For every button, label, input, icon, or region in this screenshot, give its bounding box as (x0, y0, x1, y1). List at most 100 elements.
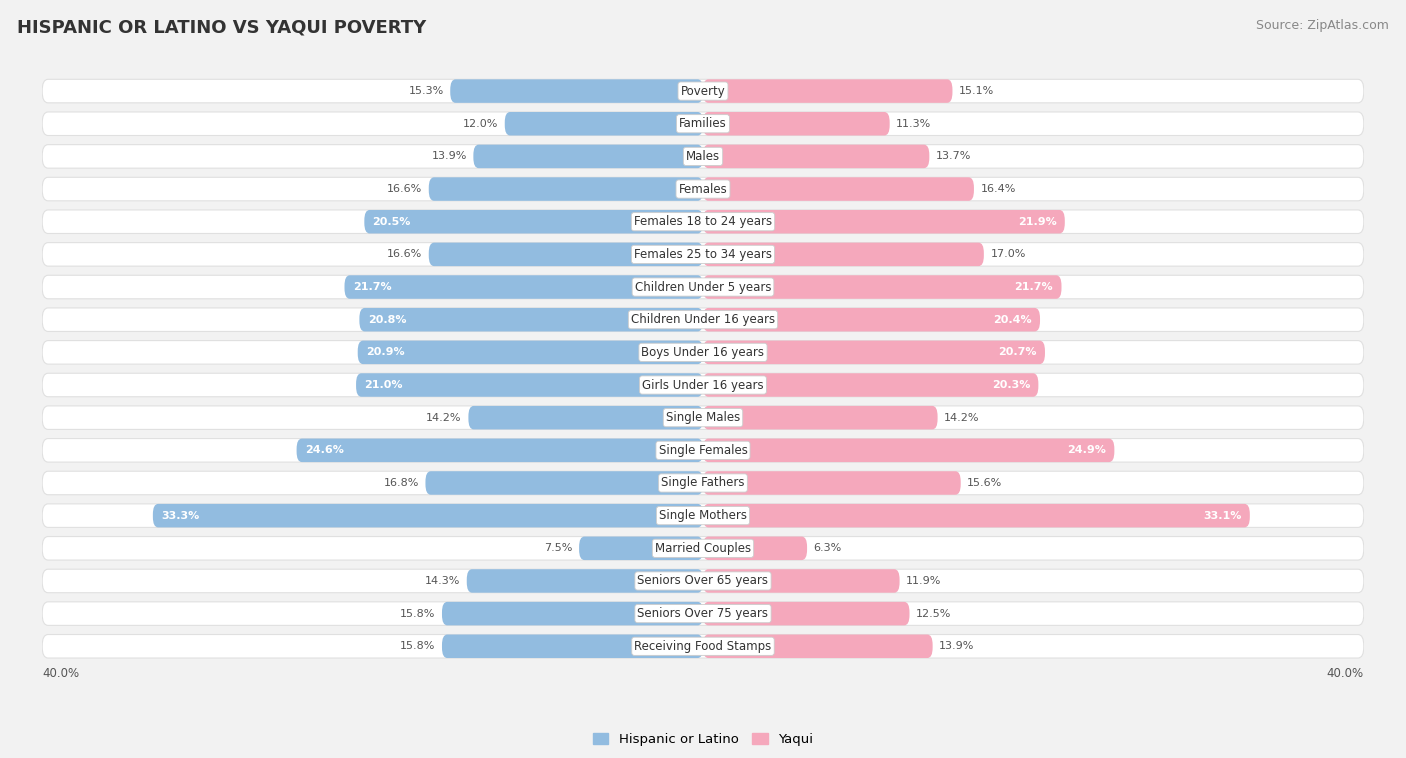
FancyBboxPatch shape (441, 602, 703, 625)
FancyBboxPatch shape (42, 439, 1364, 462)
FancyBboxPatch shape (42, 504, 1364, 528)
Text: 17.0%: 17.0% (990, 249, 1026, 259)
FancyBboxPatch shape (703, 340, 1045, 364)
Text: 24.9%: 24.9% (1067, 445, 1107, 456)
FancyBboxPatch shape (42, 177, 1364, 201)
Text: 12.0%: 12.0% (463, 119, 498, 129)
Text: 16.6%: 16.6% (387, 184, 422, 194)
FancyBboxPatch shape (42, 80, 1364, 103)
Text: 20.3%: 20.3% (991, 380, 1031, 390)
FancyBboxPatch shape (703, 210, 1064, 233)
Text: 15.6%: 15.6% (967, 478, 1002, 488)
FancyBboxPatch shape (441, 634, 703, 658)
FancyBboxPatch shape (42, 602, 1364, 625)
Text: Females 25 to 34 years: Females 25 to 34 years (634, 248, 772, 261)
FancyBboxPatch shape (356, 373, 703, 396)
FancyBboxPatch shape (42, 243, 1364, 266)
Text: 15.3%: 15.3% (408, 86, 444, 96)
Legend: Hispanic or Latino, Yaqui: Hispanic or Latino, Yaqui (592, 733, 814, 746)
FancyBboxPatch shape (360, 308, 703, 331)
FancyBboxPatch shape (467, 569, 703, 593)
FancyBboxPatch shape (357, 340, 703, 364)
Text: 16.8%: 16.8% (384, 478, 419, 488)
FancyBboxPatch shape (505, 112, 703, 136)
Text: 40.0%: 40.0% (1327, 666, 1364, 680)
FancyBboxPatch shape (42, 634, 1364, 658)
FancyBboxPatch shape (703, 439, 1115, 462)
Text: Children Under 16 years: Children Under 16 years (631, 313, 775, 326)
FancyBboxPatch shape (42, 340, 1364, 364)
FancyBboxPatch shape (42, 275, 1364, 299)
Text: Seniors Over 75 years: Seniors Over 75 years (637, 607, 769, 620)
Text: 14.2%: 14.2% (945, 412, 980, 423)
FancyBboxPatch shape (429, 243, 703, 266)
Text: 12.5%: 12.5% (917, 609, 952, 619)
FancyBboxPatch shape (42, 308, 1364, 331)
Text: Receiving Food Stamps: Receiving Food Stamps (634, 640, 772, 653)
FancyBboxPatch shape (42, 471, 1364, 495)
Text: 33.3%: 33.3% (162, 511, 200, 521)
Text: 11.9%: 11.9% (907, 576, 942, 586)
FancyBboxPatch shape (429, 177, 703, 201)
FancyBboxPatch shape (474, 145, 703, 168)
Text: Single Fathers: Single Fathers (661, 477, 745, 490)
Text: Females: Females (679, 183, 727, 196)
Text: 15.8%: 15.8% (399, 609, 436, 619)
FancyBboxPatch shape (42, 145, 1364, 168)
FancyBboxPatch shape (42, 112, 1364, 136)
Text: Single Mothers: Single Mothers (659, 509, 747, 522)
FancyBboxPatch shape (42, 210, 1364, 233)
Text: 20.5%: 20.5% (373, 217, 411, 227)
Text: 13.9%: 13.9% (939, 641, 974, 651)
Text: 14.2%: 14.2% (426, 412, 461, 423)
Text: Families: Families (679, 117, 727, 130)
FancyBboxPatch shape (703, 308, 1040, 331)
FancyBboxPatch shape (579, 537, 703, 560)
FancyBboxPatch shape (703, 471, 960, 495)
Text: 21.7%: 21.7% (1015, 282, 1053, 292)
FancyBboxPatch shape (364, 210, 703, 233)
Text: 20.9%: 20.9% (366, 347, 405, 357)
FancyBboxPatch shape (153, 504, 703, 528)
Text: 20.7%: 20.7% (998, 347, 1036, 357)
FancyBboxPatch shape (42, 569, 1364, 593)
Text: Seniors Over 65 years: Seniors Over 65 years (637, 575, 769, 587)
Text: 21.0%: 21.0% (364, 380, 404, 390)
FancyBboxPatch shape (703, 112, 890, 136)
Text: Single Females: Single Females (658, 444, 748, 457)
Text: Males: Males (686, 150, 720, 163)
FancyBboxPatch shape (703, 602, 910, 625)
FancyBboxPatch shape (468, 406, 703, 430)
FancyBboxPatch shape (703, 177, 974, 201)
FancyBboxPatch shape (703, 634, 932, 658)
FancyBboxPatch shape (42, 537, 1364, 560)
Text: Single Males: Single Males (666, 411, 740, 424)
Text: 33.1%: 33.1% (1204, 511, 1241, 521)
Text: Females 18 to 24 years: Females 18 to 24 years (634, 215, 772, 228)
Text: 13.9%: 13.9% (432, 152, 467, 161)
FancyBboxPatch shape (703, 80, 952, 103)
Text: 21.9%: 21.9% (1018, 217, 1056, 227)
Text: 24.6%: 24.6% (305, 445, 343, 456)
Text: 40.0%: 40.0% (42, 666, 79, 680)
FancyBboxPatch shape (426, 471, 703, 495)
Text: 13.7%: 13.7% (936, 152, 972, 161)
Text: 15.1%: 15.1% (959, 86, 994, 96)
Text: Girls Under 16 years: Girls Under 16 years (643, 378, 763, 392)
FancyBboxPatch shape (703, 243, 984, 266)
Text: Poverty: Poverty (681, 85, 725, 98)
Text: 20.8%: 20.8% (367, 315, 406, 324)
Text: 16.4%: 16.4% (980, 184, 1017, 194)
FancyBboxPatch shape (42, 406, 1364, 430)
Text: 6.3%: 6.3% (814, 543, 842, 553)
Text: HISPANIC OR LATINO VS YAQUI POVERTY: HISPANIC OR LATINO VS YAQUI POVERTY (17, 19, 426, 37)
Text: Children Under 5 years: Children Under 5 years (634, 280, 772, 293)
FancyBboxPatch shape (703, 373, 1039, 396)
FancyBboxPatch shape (297, 439, 703, 462)
FancyBboxPatch shape (703, 275, 1062, 299)
Text: 15.8%: 15.8% (399, 641, 436, 651)
Text: 14.3%: 14.3% (425, 576, 460, 586)
Text: 11.3%: 11.3% (896, 119, 932, 129)
FancyBboxPatch shape (450, 80, 703, 103)
FancyBboxPatch shape (703, 504, 1250, 528)
